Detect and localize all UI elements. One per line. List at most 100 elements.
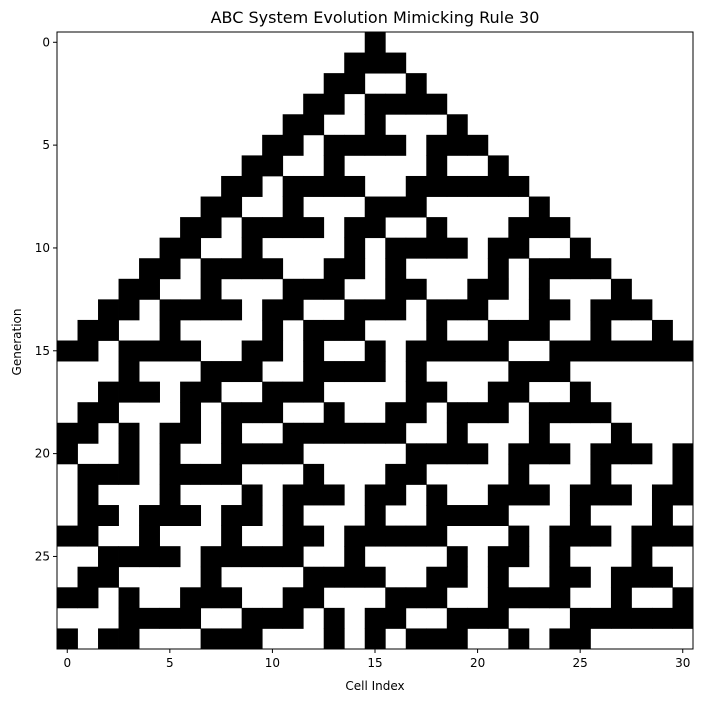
cell-on: [282, 114, 304, 136]
cell-on: [221, 361, 243, 383]
cell-on: [446, 566, 468, 588]
cell-on: [385, 587, 407, 609]
cell-on: [303, 463, 325, 485]
cell-on: [77, 422, 99, 444]
cell-on: [405, 381, 427, 403]
cell-on: [200, 258, 222, 280]
cell-on: [180, 299, 202, 321]
cell-on: [323, 278, 345, 300]
cell-on: [262, 217, 284, 239]
cell-on: [610, 299, 632, 321]
x-tick-label: 10: [265, 656, 280, 670]
cell-on: [344, 258, 366, 280]
cell-on: [487, 340, 509, 362]
cell-on: [569, 258, 591, 280]
cell-on: [159, 299, 181, 321]
cell-on: [139, 525, 160, 547]
cell-on: [118, 381, 140, 403]
cell-on: [323, 422, 345, 444]
cell-on: [405, 278, 427, 300]
cell-on: [139, 381, 160, 403]
cell-on: [508, 525, 530, 547]
cell-on: [405, 443, 427, 465]
cell-on: [569, 566, 591, 588]
cell-on: [672, 443, 694, 465]
y-tick-label: 20: [35, 447, 50, 461]
cell-on: [221, 443, 243, 465]
cell-on: [385, 422, 407, 444]
cell-on: [282, 134, 304, 156]
cell-on: [672, 607, 694, 629]
cell-on: [77, 484, 99, 506]
cell-on: [385, 607, 407, 629]
cell-on: [385, 237, 407, 259]
cell-on: [631, 443, 653, 465]
cell-on: [549, 258, 571, 280]
cell-on: [221, 463, 243, 485]
cell-on: [569, 607, 591, 629]
cell-on: [528, 402, 550, 424]
cell-on: [569, 484, 591, 506]
cell-on: [385, 93, 407, 115]
cell-on: [508, 361, 530, 383]
cell-on: [344, 361, 366, 383]
cell-on: [487, 258, 509, 280]
cell-on: [426, 319, 448, 341]
cell-on: [303, 93, 325, 115]
x-tick-label: 25: [573, 656, 588, 670]
cell-on: [118, 628, 140, 650]
cell-on: [528, 443, 550, 465]
cell-on: [364, 32, 386, 53]
cell-on: [344, 52, 366, 74]
cell-on: [118, 587, 140, 609]
cell-on: [282, 299, 304, 321]
cell-on: [364, 607, 386, 629]
cell-on: [57, 628, 78, 650]
cell-on: [528, 587, 550, 609]
cell-on: [364, 217, 386, 239]
cell-on: [364, 484, 386, 506]
cell-on: [467, 278, 489, 300]
cell-on: [487, 587, 509, 609]
cell-on: [180, 463, 202, 485]
y-tick-label: 5: [42, 138, 50, 152]
cell-on: [487, 402, 509, 424]
cell-on: [426, 381, 448, 403]
cell-on: [139, 607, 160, 629]
cell-on: [405, 361, 427, 383]
cell-on: [241, 607, 263, 629]
cell-on: [467, 340, 489, 362]
cell-on: [221, 546, 243, 568]
cell-on: [364, 566, 386, 588]
cell-on: [323, 175, 345, 197]
cell-on: [241, 340, 263, 362]
cell-on: [528, 319, 550, 341]
cell-on: [282, 505, 304, 526]
cell-on: [385, 278, 407, 300]
cell-on: [200, 463, 222, 485]
cell-on: [200, 566, 222, 588]
cell-on: [241, 155, 263, 177]
cell-on: [98, 505, 119, 526]
cell-on: [323, 93, 345, 115]
cell-on: [344, 73, 366, 95]
cell-on: [323, 628, 345, 650]
cell-on: [631, 340, 653, 362]
cell-on: [651, 340, 673, 362]
cell-on: [159, 505, 181, 526]
cell-on: [77, 505, 99, 526]
cell-on: [467, 175, 489, 197]
cell-on: [303, 217, 325, 239]
cell-on: [139, 278, 160, 300]
cell-on: [241, 484, 263, 506]
cell-on: [385, 463, 407, 485]
cell-on: [221, 196, 243, 218]
cell-on: [303, 381, 325, 403]
cell-on: [262, 155, 284, 177]
cell-on: [405, 73, 427, 95]
cell-on: [282, 422, 304, 444]
cell-on: [508, 319, 530, 341]
cell-on: [364, 340, 386, 362]
cell-on: [303, 114, 325, 136]
